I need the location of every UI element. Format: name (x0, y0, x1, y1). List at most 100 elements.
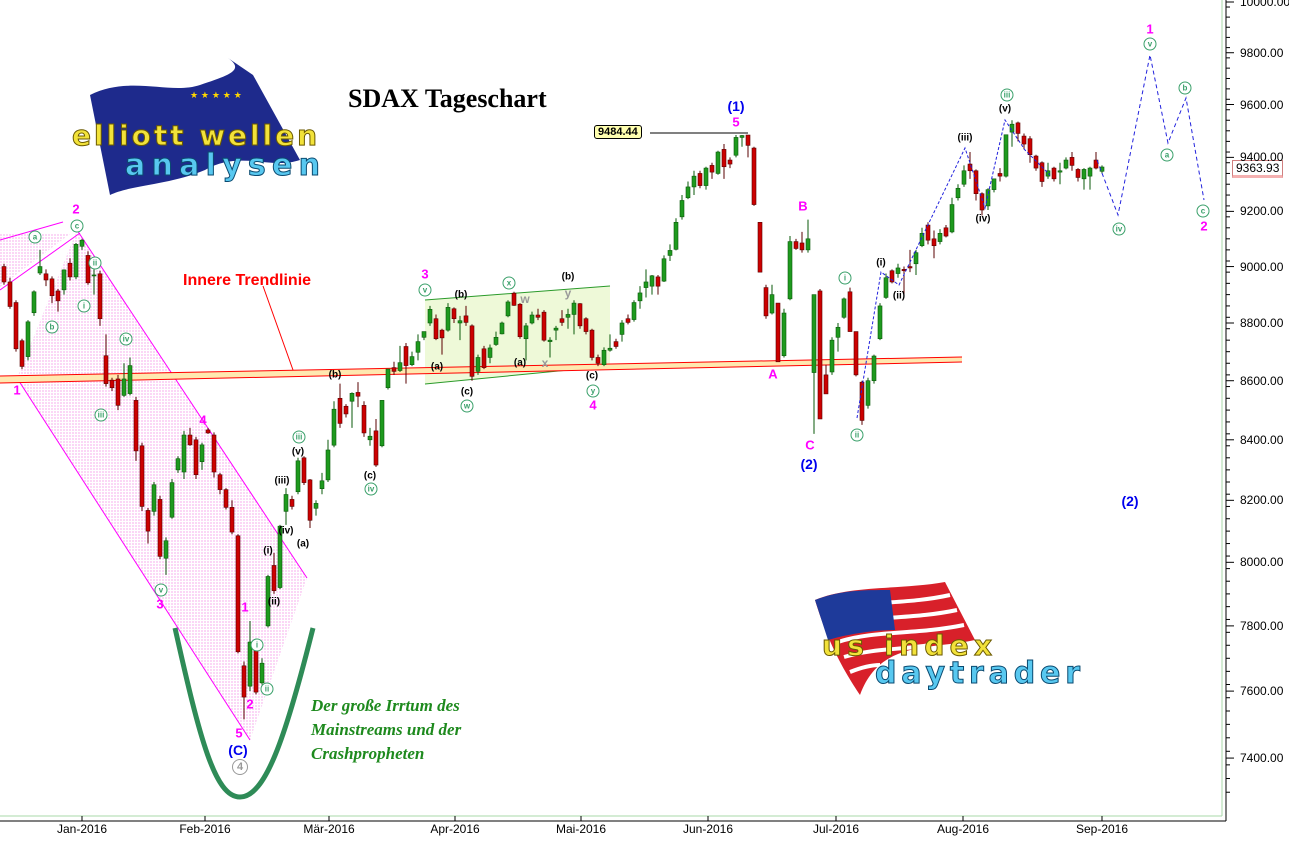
x-tick-label: Jul-2016 (812, 822, 860, 836)
svg-text:★ ★ ★ ★ ★: ★ ★ ★ ★ ★ (190, 91, 242, 101)
candle (757, 222, 763, 273)
candle (7, 277, 13, 309)
wave-label: w (520, 292, 530, 306)
candle (907, 249, 913, 273)
candle-body (907, 266, 913, 269)
candle (997, 168, 1003, 182)
candle-body (217, 474, 223, 490)
candle-body (817, 290, 823, 420)
candle (1063, 157, 1069, 170)
candle-body (541, 311, 547, 341)
candle (889, 269, 895, 284)
candle (325, 439, 331, 483)
wave-label: A (768, 366, 778, 382)
candle-body (973, 170, 979, 194)
candle-body (613, 341, 619, 347)
candle (121, 363, 127, 397)
candle-body (325, 449, 331, 481)
wave-label: b (45, 320, 59, 334)
candle (865, 377, 871, 409)
wave-label: iii (94, 408, 108, 422)
candle-body (733, 137, 739, 156)
y-tick-label: 9000.00 (1240, 259, 1284, 274)
candle-body (763, 287, 769, 317)
comment-line: Mainstreams und der (311, 720, 462, 739)
candle (1087, 166, 1093, 190)
candle-body (181, 434, 187, 473)
x-tick-label: Apr-2016 (430, 822, 480, 836)
candle-body (421, 331, 427, 338)
candle-body (379, 400, 385, 447)
candle (397, 345, 403, 372)
candle (511, 291, 517, 306)
candle (637, 286, 643, 309)
candle-body (265, 576, 271, 627)
channel-upper-line (76, 229, 308, 579)
candle-body (703, 167, 709, 186)
candle (505, 300, 511, 318)
candle (667, 244, 673, 261)
y-tick-label: 7800.00 (1240, 618, 1284, 633)
wave-label: b (1178, 81, 1192, 95)
candle-body (121, 378, 127, 396)
wave-label: v (1143, 37, 1157, 51)
candle-body (589, 329, 595, 358)
candle-body (415, 341, 421, 353)
x-axis-ticks (81, 816, 1103, 821)
inner-trendline-lower (0, 361, 963, 384)
candle-body (775, 302, 781, 363)
candle-body (811, 294, 817, 373)
candle (763, 284, 769, 319)
candle (433, 314, 439, 341)
wave-label: 3 (156, 596, 164, 612)
candle-body (193, 439, 199, 476)
wave-label: 2 (246, 696, 254, 712)
candle-body (1015, 122, 1021, 134)
candle-body (373, 430, 379, 466)
candle-body (1075, 169, 1081, 178)
candle (565, 308, 571, 329)
candle-body (829, 339, 835, 373)
comment-line: Crashpropheten (311, 744, 425, 763)
candle-body (427, 309, 433, 324)
candle (877, 303, 883, 341)
wave-label: c (1196, 204, 1210, 218)
wave-label: (C) (228, 742, 248, 758)
candle-body (523, 325, 529, 340)
candle-body (31, 291, 37, 314)
wave-label: (iii) (957, 132, 973, 144)
candle (967, 152, 973, 179)
candle-body (487, 347, 493, 358)
wave-label: iv (119, 332, 133, 346)
y-axis-ticks (1226, 1, 1234, 793)
candle (955, 184, 961, 201)
candle (361, 401, 367, 437)
candle-body (865, 380, 871, 406)
candle-body (967, 163, 973, 172)
candle-body (883, 277, 889, 298)
candle (349, 392, 355, 428)
wave-label: C (805, 437, 815, 453)
candle-body (103, 355, 109, 384)
wave-label: i (838, 271, 852, 285)
candle (181, 430, 187, 479)
candle (211, 432, 217, 478)
wave-label: (v) (291, 446, 305, 458)
candle (415, 334, 421, 361)
candle (1075, 168, 1081, 182)
candle-body (361, 405, 367, 434)
candle (733, 135, 739, 158)
wave-label: 1 (13, 382, 21, 398)
trendline-label: Innere Trendlinie (183, 272, 312, 289)
wave-label: (1) (727, 98, 745, 114)
candle (499, 321, 505, 335)
candle (721, 144, 727, 179)
candle (133, 396, 139, 461)
wave-label: (ii) (892, 290, 906, 302)
last-price-label: 9363.93 (1232, 160, 1284, 178)
candle-body (643, 281, 649, 288)
wave-label: (iv) (278, 525, 294, 537)
candle (289, 495, 295, 510)
wave-label: y (586, 384, 600, 398)
